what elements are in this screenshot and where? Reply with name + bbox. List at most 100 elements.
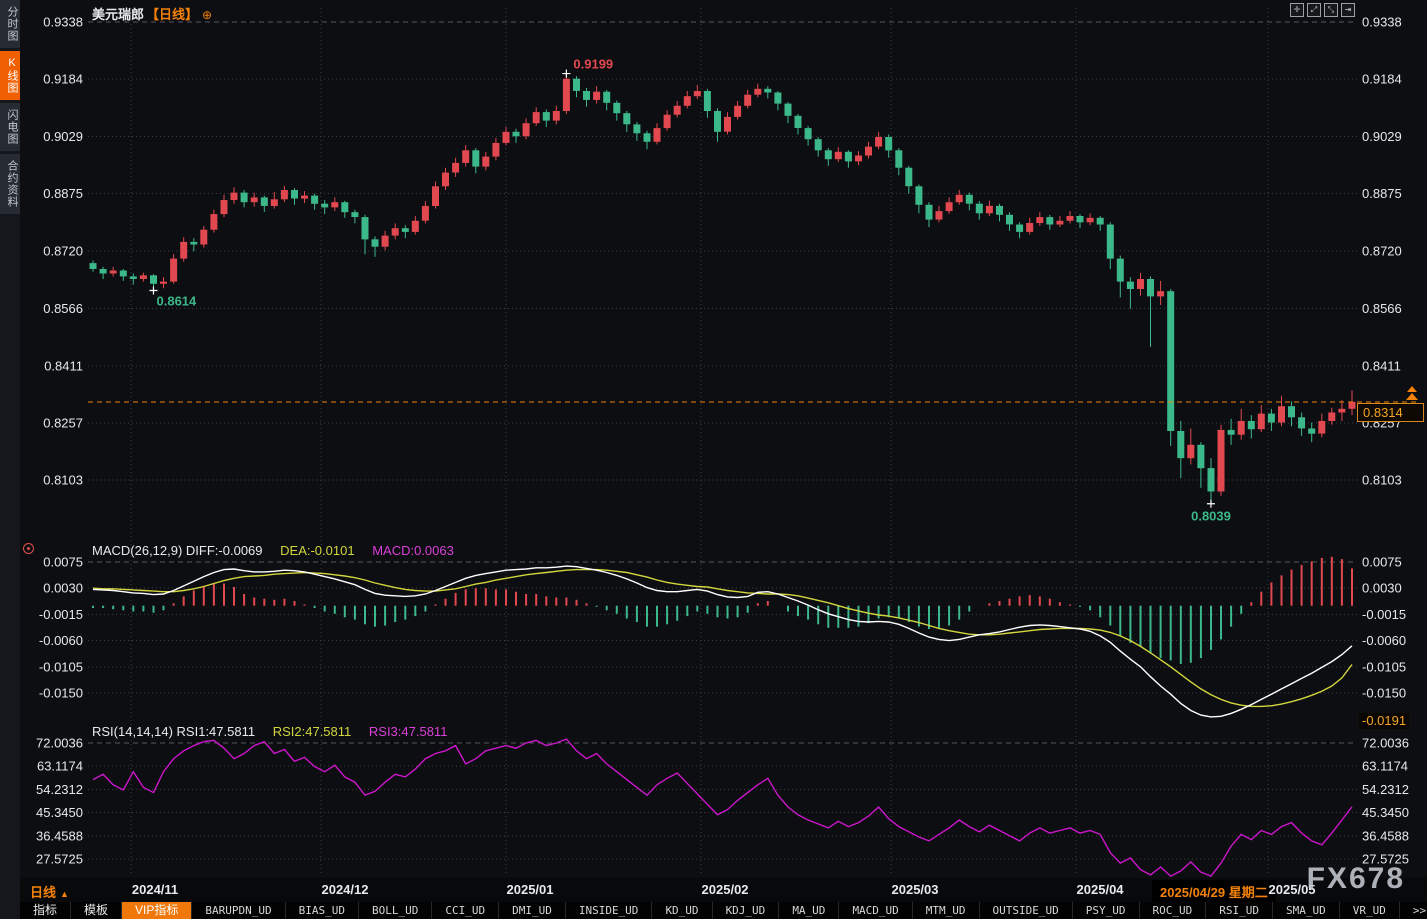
svg-text:0.0075: 0.0075 — [1362, 555, 1402, 570]
toolbar-item-MACD_UD[interactable]: MACD_UD — [839, 902, 913, 919]
toolbar-more-button[interactable]: >> — [1400, 902, 1427, 919]
svg-text:-0.0105: -0.0105 — [39, 659, 83, 674]
date-label: 2025/03 — [891, 882, 939, 897]
current-price-tag: 0.8314 — [1357, 403, 1424, 422]
svg-text:0.0030: 0.0030 — [1362, 581, 1402, 596]
sidebar-item-分时图[interactable]: 分时图 — [0, 0, 20, 48]
macd-hist-value: MACD:0.0063 — [372, 543, 454, 558]
panel-marker-icon[interactable] — [23, 543, 34, 554]
axis-range-icon[interactable]: ⤢ — [1307, 3, 1321, 17]
period-tag: 【日线】 — [146, 7, 199, 22]
left-sidebar: 分时图 K线图闪电图合约资料 — [0, 0, 20, 919]
sidebar-item-合约资料[interactable]: 合约资料 — [0, 154, 20, 214]
svg-text:0.9029: 0.9029 — [43, 129, 83, 144]
rsi1-value: RSI(14,14,14) RSI1:47.5811 — [92, 724, 256, 739]
chart-window-controls: ✛ ⤢ ⤡ ⇥ — [1290, 3, 1355, 17]
chart-title: 美元瑞郎 【日线】 ⊕ — [92, 4, 212, 23]
toolbar-item-INSIDE_UD[interactable]: INSIDE_UD — [566, 902, 653, 919]
svg-text:0.8720: 0.8720 — [43, 244, 83, 259]
axis-tick-labels: 0.9338 0.9338 0.9184 0.9184 0.9029 0.9029 0… — [36, 15, 1409, 867]
current-price-line — [88, 386, 1420, 403]
svg-text:54.2312: 54.2312 — [36, 782, 83, 797]
toolbar-item-BIAS_UD[interactable]: BIAS_UD — [286, 902, 359, 919]
svg-text:-0.0060: -0.0060 — [1362, 633, 1406, 648]
date-label: 2025/04 — [1076, 882, 1124, 897]
chevron-up-icon: ▲ — [60, 889, 69, 899]
sidebar-item-K线图[interactable]: K线图 — [0, 51, 20, 100]
macd-header: MACD(26,12,9) DIFF:-0.0069 DEA:-0.0101 M… — [92, 543, 454, 558]
toolbar-item-PSY_UD[interactable]: PSY_UD — [1073, 902, 1140, 919]
toolbar-item-模板[interactable]: 模板 — [71, 902, 123, 919]
svg-text:0.9184: 0.9184 — [1362, 72, 1402, 87]
date-label: 2025/02 — [701, 882, 749, 897]
toolbar-item-BARUPDN_UD[interactable]: BARUPDN_UD — [192, 902, 286, 919]
svg-text:0.9199: 0.9199 — [573, 57, 613, 72]
axis-fit-icon[interactable]: ⤡ — [1324, 3, 1338, 17]
svg-text:0.8257: 0.8257 — [43, 415, 83, 430]
macd-histogram — [92, 556, 1353, 664]
svg-text:0.8411: 0.8411 — [44, 358, 83, 373]
svg-text:36.4588: 36.4588 — [1362, 828, 1409, 843]
svg-text:0.9338: 0.9338 — [1362, 15, 1402, 30]
svg-text:-0.0015: -0.0015 — [1362, 607, 1406, 622]
toolbar-item-MA_UD[interactable]: MA_UD — [779, 902, 840, 919]
pan-latest-icon[interactable]: ⇥ — [1341, 3, 1355, 17]
svg-text:0.8039: 0.8039 — [1191, 509, 1231, 524]
svg-text:27.5725: 27.5725 — [36, 852, 83, 867]
svg-text:0.8103: 0.8103 — [43, 473, 83, 488]
svg-text:-0.0060: -0.0060 — [39, 633, 83, 648]
rsi-header: RSI(14,14,14) RSI1:47.5811 RSI2:47.5811 … — [92, 724, 447, 739]
macd-dea-value: DEA:-0.0101 — [280, 543, 355, 558]
toolbar-item-RSI_UD[interactable]: RSI_UD — [1206, 902, 1274, 919]
rsi3-value: RSI3:47.5811 — [368, 724, 448, 739]
svg-text:0.8614: 0.8614 — [157, 294, 198, 309]
toolbar-item-指标[interactable]: 指标 — [20, 902, 72, 919]
toolbar-item-KD_UD[interactable]: KD_UD — [652, 902, 713, 919]
toolbar-item-VR_UD[interactable]: VR_UD — [1340, 902, 1400, 919]
crosshair-icon[interactable]: ✛ — [1290, 3, 1304, 17]
toolbar-item-DMI_UD[interactable]: DMI_UD — [499, 902, 566, 919]
crosshair-date-label: 2025/04/29 星期二 — [1152, 880, 1276, 903]
svg-text:0.8566: 0.8566 — [43, 301, 83, 316]
scroll-to-latest-icon[interactable] — [1406, 386, 1418, 400]
svg-text:63.1174: 63.1174 — [1362, 759, 1408, 774]
svg-text:-0.0105: -0.0105 — [1362, 659, 1406, 674]
svg-text:0.9184: 0.9184 — [43, 72, 83, 87]
macd-diff-line — [92, 565, 1353, 718]
svg-text:0.8720: 0.8720 — [1362, 244, 1402, 259]
toolbar-item-OUTSIDE_UD[interactable]: OUTSIDE_UD — [980, 902, 1073, 919]
toolbar-item-MTM_UD[interactable]: MTM_UD — [913, 902, 980, 919]
date-label: 2025/01 — [506, 882, 554, 897]
svg-text:0.8103: 0.8103 — [1362, 473, 1402, 488]
svg-text:0.8875: 0.8875 — [43, 186, 83, 201]
add-indicator-icon[interactable]: ⊕ — [202, 8, 213, 22]
toolbar-item-KDJ_UD[interactable]: KDJ_UD — [713, 902, 780, 919]
toolbar-item-VIP指标[interactable]: VIP指标 — [122, 902, 193, 919]
symbol-name: 美元瑞郎 — [92, 7, 145, 22]
indicator-toolbar: 指标 模板 VIP指标 BARUPDN_UD BIAS_UD BOLL_UD CCI_UD D… — [20, 902, 1427, 919]
svg-text:0.0075: 0.0075 — [43, 555, 83, 570]
toolbar-item-SMA_UD[interactable]: SMA_UD — [1273, 902, 1340, 919]
date-axis: 日线 ▲ 2025/04/29 星期二 2024/11 2024/12 2025/01… — [0, 878, 1427, 903]
date-label: 2024/11 — [131, 882, 179, 897]
toolbar-item-CCI_UD[interactable]: CCI_UD — [432, 902, 500, 919]
rsi-line — [92, 738, 1353, 878]
toolbar-item-ROC_UD[interactable]: ROC_UD — [1140, 902, 1207, 919]
svg-text:0.9338: 0.9338 — [43, 15, 83, 30]
macd-dea-line — [92, 568, 1353, 708]
svg-text:-0.0015: -0.0015 — [39, 607, 83, 622]
svg-text:45.3450: 45.3450 — [1362, 805, 1409, 820]
sidebar-item-闪电图[interactable]: 闪电图 — [0, 103, 20, 151]
annotations-layer: 0.9199 0.8614 0.8039 — [149, 57, 1231, 524]
date-label: 2025/05 — [1268, 882, 1316, 897]
macd-min-tag: -0.0191 — [1359, 713, 1410, 729]
date-label: 2024/12 — [321, 882, 369, 897]
svg-text:45.3450: 45.3450 — [36, 805, 83, 820]
period-selector[interactable]: 日线 ▲ — [30, 885, 69, 900]
svg-text:0.8566: 0.8566 — [1362, 301, 1402, 316]
candles-layer — [89, 73, 1356, 504]
svg-text:-0.0150: -0.0150 — [1362, 686, 1406, 701]
toolbar-item-BOLL_UD[interactable]: BOLL_UD — [359, 902, 433, 919]
